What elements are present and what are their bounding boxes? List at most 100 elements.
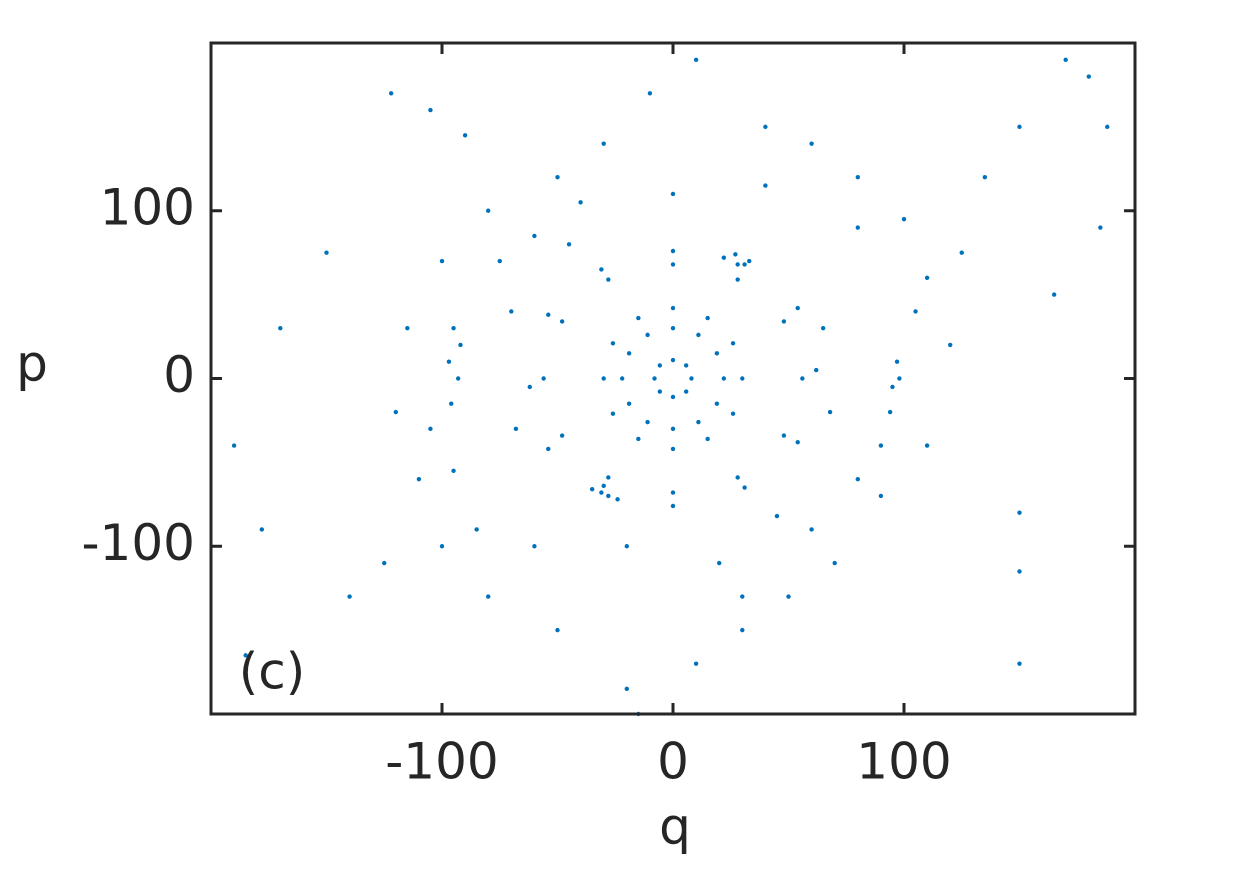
point: [446, 359, 452, 364]
point: [1063, 57, 1068, 62]
point: [1051, 292, 1057, 297]
point: [1017, 510, 1022, 515]
point: [795, 440, 800, 445]
point: [781, 319, 787, 324]
point: [901, 216, 907, 222]
point: [800, 376, 805, 381]
point: [740, 594, 745, 599]
point: [601, 141, 606, 146]
point: [546, 446, 551, 452]
point: [827, 409, 833, 415]
point: [428, 107, 433, 113]
point: [1105, 124, 1110, 130]
point: [624, 686, 629, 692]
point: [405, 325, 410, 331]
point: [606, 493, 611, 499]
x-tick-label: 0: [657, 733, 689, 791]
point: [555, 175, 560, 180]
point: [814, 367, 819, 373]
point: [599, 267, 604, 272]
point: [624, 544, 629, 549]
point: [347, 594, 352, 599]
point: [599, 490, 604, 495]
point: [559, 433, 565, 438]
point: [1098, 225, 1103, 230]
point: [781, 433, 787, 438]
point: [619, 376, 625, 381]
point: [645, 332, 650, 338]
point: [449, 401, 454, 406]
point: [670, 191, 676, 197]
point: [428, 426, 433, 432]
point: [763, 183, 768, 188]
point: [733, 252, 738, 257]
point: [740, 376, 745, 381]
point: [670, 357, 676, 363]
point: [982, 175, 988, 180]
point: [730, 411, 736, 416]
point: [606, 475, 611, 480]
point: [1017, 569, 1022, 574]
point: [657, 389, 663, 394]
point: [615, 497, 620, 502]
point: [451, 468, 456, 473]
point: [763, 124, 768, 130]
point: [809, 527, 814, 532]
point: [959, 250, 964, 255]
point: [601, 376, 606, 381]
point: [451, 325, 456, 331]
point: [636, 436, 641, 442]
point: [589, 487, 595, 492]
point: [546, 312, 551, 317]
point: [820, 325, 826, 331]
point: [855, 476, 860, 482]
point: [735, 475, 740, 480]
point: [924, 275, 930, 281]
point: [705, 315, 710, 321]
point: [913, 309, 918, 314]
point: [657, 363, 663, 368]
point: [878, 493, 884, 499]
point: [786, 594, 791, 599]
point: [894, 359, 900, 364]
point: [541, 376, 546, 381]
point: [474, 527, 479, 532]
point: [610, 411, 616, 416]
y-tick-label: 100: [100, 178, 195, 236]
panel-label: (c): [239, 643, 306, 701]
point: [578, 200, 583, 205]
point: [243, 653, 248, 658]
point: [721, 255, 727, 260]
point: [683, 363, 689, 368]
point: [855, 175, 860, 180]
point: [458, 342, 463, 348]
point: [740, 627, 745, 633]
point: [497, 258, 502, 264]
point: [696, 332, 701, 338]
x-tick-label: -100: [385, 733, 498, 791]
plot-frame: [209, 41, 1137, 716]
point: [714, 401, 720, 406]
point: [636, 315, 641, 321]
point: [735, 262, 740, 267]
point: [439, 544, 445, 549]
point: [610, 341, 616, 346]
point: [774, 513, 780, 519]
point: [486, 208, 491, 213]
point: [670, 446, 676, 452]
point: [555, 627, 560, 633]
point: [388, 91, 394, 96]
point: [670, 394, 676, 400]
point: [393, 409, 398, 415]
point: [683, 389, 689, 394]
point: [890, 384, 895, 390]
point: [559, 319, 565, 324]
point: [670, 426, 676, 432]
point: [462, 133, 468, 138]
point: [513, 426, 519, 432]
point: [645, 419, 650, 425]
x-tick-label: 100: [856, 733, 951, 791]
point: [747, 258, 752, 264]
point: [735, 277, 740, 282]
point: [1017, 661, 1022, 666]
